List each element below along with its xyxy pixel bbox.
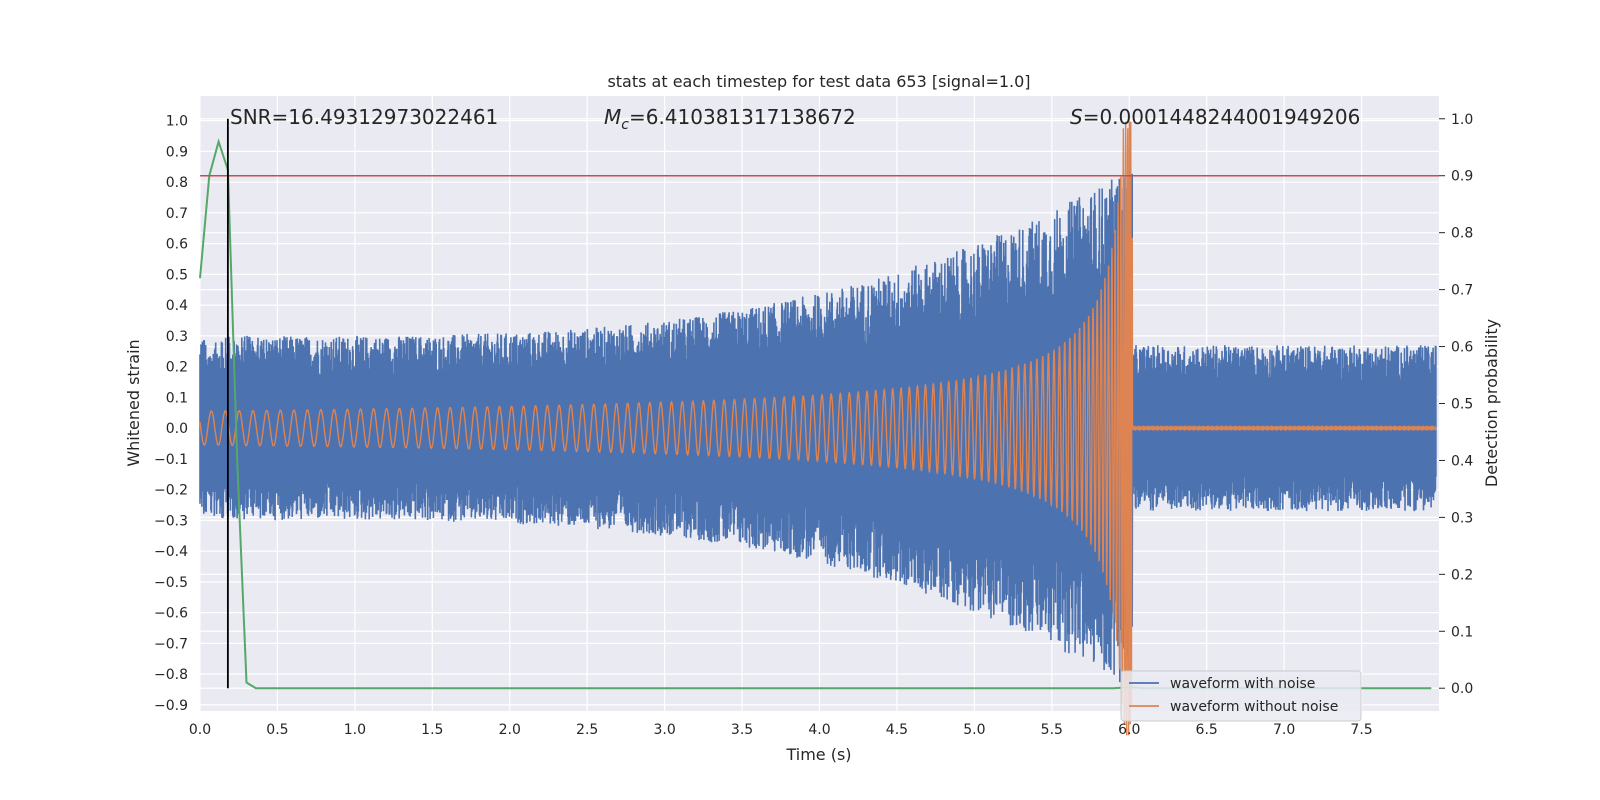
y-tick-label: 0.3 [166, 329, 188, 345]
annotation-chirp-mass: Mc=6.410381317138672 [604, 105, 856, 133]
x-tick-label: 2.0 [499, 722, 521, 738]
y-tick-label: −0.8 [154, 667, 188, 683]
y-tick-label: 0.6 [166, 237, 188, 253]
y-tick-label: −0.6 [154, 606, 188, 622]
x-tick-label: 7.5 [1350, 722, 1372, 738]
legend-box [1120, 670, 1362, 722]
line-waveform-without-noise [199, 121, 1437, 736]
y-tick-label: −0.7 [154, 636, 188, 652]
y2-tick-label: 0.0 [1451, 681, 1473, 697]
x-tick-label: 3.0 [653, 722, 675, 738]
y-tick-label: −0.2 [154, 483, 188, 499]
x-tick-label: 6.0 [1118, 722, 1140, 738]
y2-tick-label: 0.3 [1451, 510, 1473, 526]
y2-tick-label: 0.5 [1451, 397, 1473, 413]
y2-axis-label: Detection probability [1482, 319, 1501, 487]
x-tick-label: 0.5 [266, 722, 288, 738]
y2-tick-label: 0.7 [1451, 283, 1473, 299]
y-tick-label: −0.5 [154, 575, 188, 591]
annotation-mc-value: =6.410381317138672 [629, 105, 856, 129]
y-tick-label: 0.5 [166, 267, 188, 283]
y2-tick-label: 0.8 [1451, 226, 1473, 242]
line-waveform-with-noise [199, 173, 1437, 686]
x-tick-label: 5.0 [963, 722, 985, 738]
annotation-significance: S=0.0001448244001949206 [1070, 105, 1360, 129]
y2-tick-label: 0.2 [1451, 567, 1473, 583]
y-tick-label: 1.0 [166, 114, 188, 130]
annotation-mc-subscript: c [621, 117, 629, 133]
y-tick-label: 0.0 [166, 421, 188, 437]
y2-tick-label: 0.6 [1451, 340, 1473, 356]
y2-tick-label: 0.1 [1451, 624, 1473, 640]
y-tick-label: 0.7 [166, 206, 188, 222]
annotation-s-value: =0.0001448244001949206 [1083, 105, 1361, 129]
y-tick-label: −0.1 [154, 452, 188, 468]
legend-label-clean: waveform without noise [1170, 699, 1338, 715]
y-tick-label: 0.2 [166, 360, 188, 376]
legend-label-noise: waveform with noise [1170, 676, 1315, 692]
y2-axis-ticks: 1.0 0.9 0.8 0.7 0.6 0.5 0.4 0.3 0.2 0.1 0.0 [1439, 112, 1473, 697]
y-tick-label: 0.9 [166, 144, 188, 160]
annotation-mc-symbol: M [604, 105, 621, 129]
y-tick-label: 0.4 [166, 298, 188, 314]
x-tick-label: 5.5 [1041, 722, 1063, 738]
series-waveform-with-noise [199, 173, 1437, 686]
x-tick-label: 4.5 [886, 722, 908, 738]
y-axis-label: Whitened strain [124, 339, 143, 466]
y-tick-label: 0.1 [166, 390, 188, 406]
y-tick-label: −0.4 [154, 544, 188, 560]
annotation-s-symbol: S [1070, 105, 1083, 129]
y2-tick-label: 0.4 [1451, 453, 1473, 469]
chart-title: stats at each timestep for test data 653… [607, 72, 1030, 91]
x-tick-label: 2.5 [576, 722, 598, 738]
x-tick-label: 0.0 [189, 722, 211, 738]
y-tick-label: −0.9 [154, 698, 188, 714]
x-tick-label: 1.0 [344, 722, 366, 738]
y2-tick-label: 0.9 [1451, 169, 1473, 185]
x-tick-label: 1.5 [421, 722, 443, 738]
y-tick-label: 0.8 [166, 175, 188, 191]
x-tick-label: 7.0 [1273, 722, 1295, 738]
x-axis-label: Time (s) [785, 745, 851, 764]
legend: waveform with noise waveform without noi… [1120, 670, 1362, 722]
y-tick-label: −0.3 [154, 513, 188, 529]
x-tick-label: 4.0 [808, 722, 830, 738]
y-axis-ticks: 1.0 0.9 0.8 0.7 0.6 0.5 0.4 0.3 0.2 0.1 0.0 −0.1 −0.… [154, 114, 188, 714]
y2-tick-label: 1.0 [1451, 112, 1473, 128]
series-waveform-without-noise [199, 121, 1437, 736]
x-axis-ticks: 0.0 0.5 1.0 1.5 2.0 2.5 3.0 3.5 4.0 4.5 5.0 5.5 6.0 6… [189, 722, 1373, 738]
x-tick-label: 3.5 [731, 722, 753, 738]
x-tick-label: 6.5 [1196, 722, 1218, 738]
annotation-snr: SNR=16.49312973022461 [230, 105, 498, 129]
